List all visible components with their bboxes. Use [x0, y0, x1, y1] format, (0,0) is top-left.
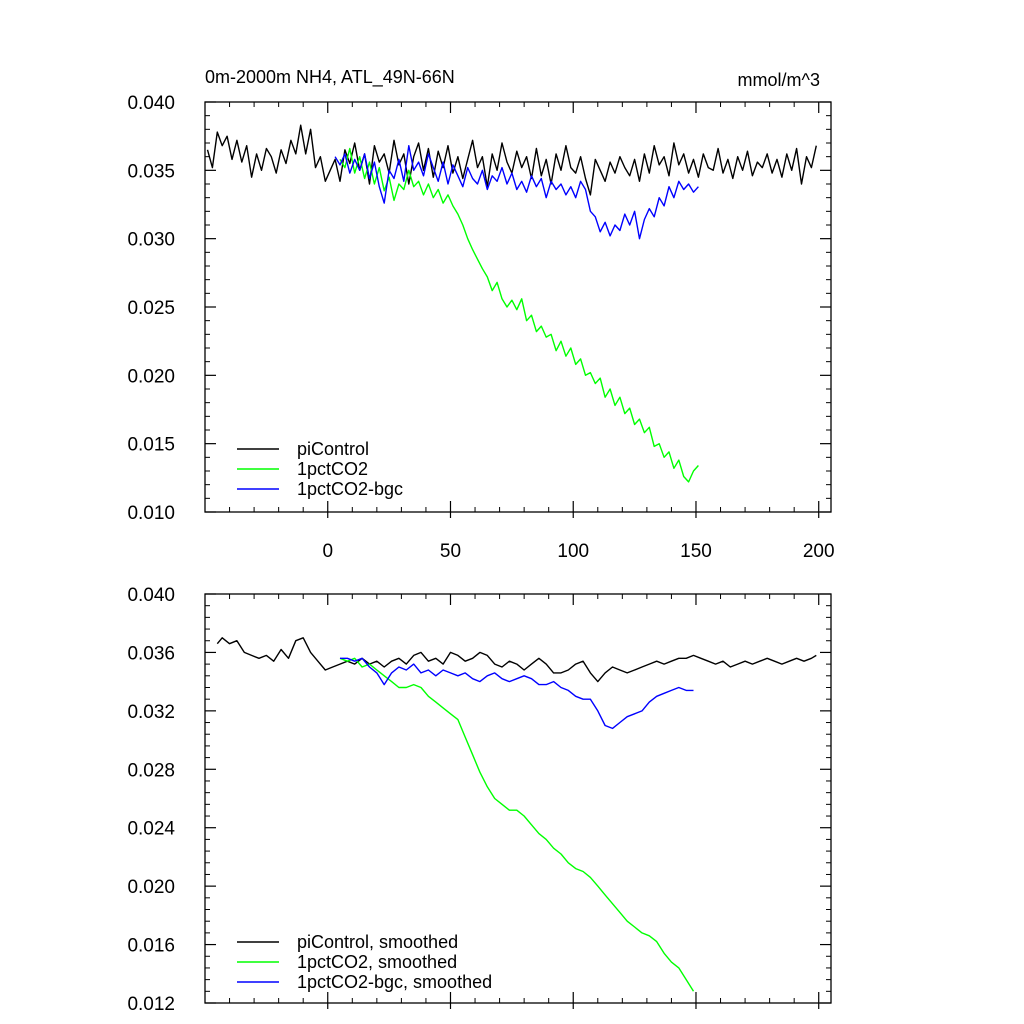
y-tick-label: 0.015	[127, 435, 175, 456]
y-tick-label: 0.025	[127, 298, 175, 319]
series-line-1pctco2-bgc-smoothed	[340, 657, 694, 730]
series-layer	[216, 637, 817, 992]
x-axis-ticks: 0 50 100 150 200	[204, 102, 835, 562]
series-layer	[206, 124, 817, 483]
plot-frame	[204, 101, 832, 513]
x-tick-label: 200	[803, 541, 835, 562]
bottom-panel: 0.012 0.016 0.020 0.024 0.028 0.032 0.036 0.040…	[127, 585, 832, 1015]
y-tick-label: 0.040	[127, 93, 175, 114]
x-tick-label: 0	[322, 541, 333, 562]
top-panel: 0m-2000m NH4, ATL_49N-66N mmol/m^3 0.010…	[127, 67, 834, 562]
y-axis-ticks: 0.010 0.015 0.020 0.025 0.030 0.035 0.040	[127, 93, 831, 524]
y-tick-label: 0.032	[127, 702, 175, 723]
x-axis-ticks	[204, 594, 820, 1009]
units-label: mmol/m^3	[738, 70, 820, 90]
panel-title: 0m-2000m NH4, ATL_49N-66N	[205, 67, 455, 88]
legend-label: 1pctCO2, smoothed	[297, 952, 457, 972]
x-tick-label: 50	[440, 541, 461, 562]
y-tick-label: 0.016	[127, 936, 175, 957]
y-tick-label: 0.040	[127, 585, 175, 606]
x-tick-label: 100	[557, 541, 589, 562]
y-tick-label: 0.035	[127, 161, 175, 182]
y-tick-label: 0.024	[127, 819, 175, 840]
y-tick-label: 0.036	[127, 643, 175, 664]
legend-label: 1pctCO2-bgc, smoothed	[297, 972, 492, 992]
y-tick-label: 0.028	[127, 760, 175, 781]
y-axis-ticks: 0.012 0.016 0.020 0.024 0.028 0.032 0.036 0.040	[127, 585, 831, 1015]
y-tick-label: 0.010	[127, 503, 175, 524]
y-tick-label: 0.020	[127, 877, 175, 898]
series-line-picontrol-smoothed	[216, 637, 817, 683]
legend-label: 1pctCO2-bgc	[297, 479, 403, 499]
series-line-1pctco2-bgc	[334, 144, 699, 240]
series-line-1pctco2-smoothed	[339, 657, 695, 992]
legend-label: piControl	[297, 439, 369, 459]
y-tick-label: 0.030	[127, 230, 175, 251]
y-tick-label: 0.020	[127, 366, 175, 387]
plot-frame	[204, 593, 832, 1004]
series-line-1pctco2	[339, 147, 699, 483]
legend-label: 1pctCO2	[297, 459, 368, 479]
legend-label: piControl, smoothed	[297, 932, 458, 952]
x-tick-label: 150	[680, 541, 712, 562]
y-tick-label: 0.012	[127, 994, 175, 1015]
